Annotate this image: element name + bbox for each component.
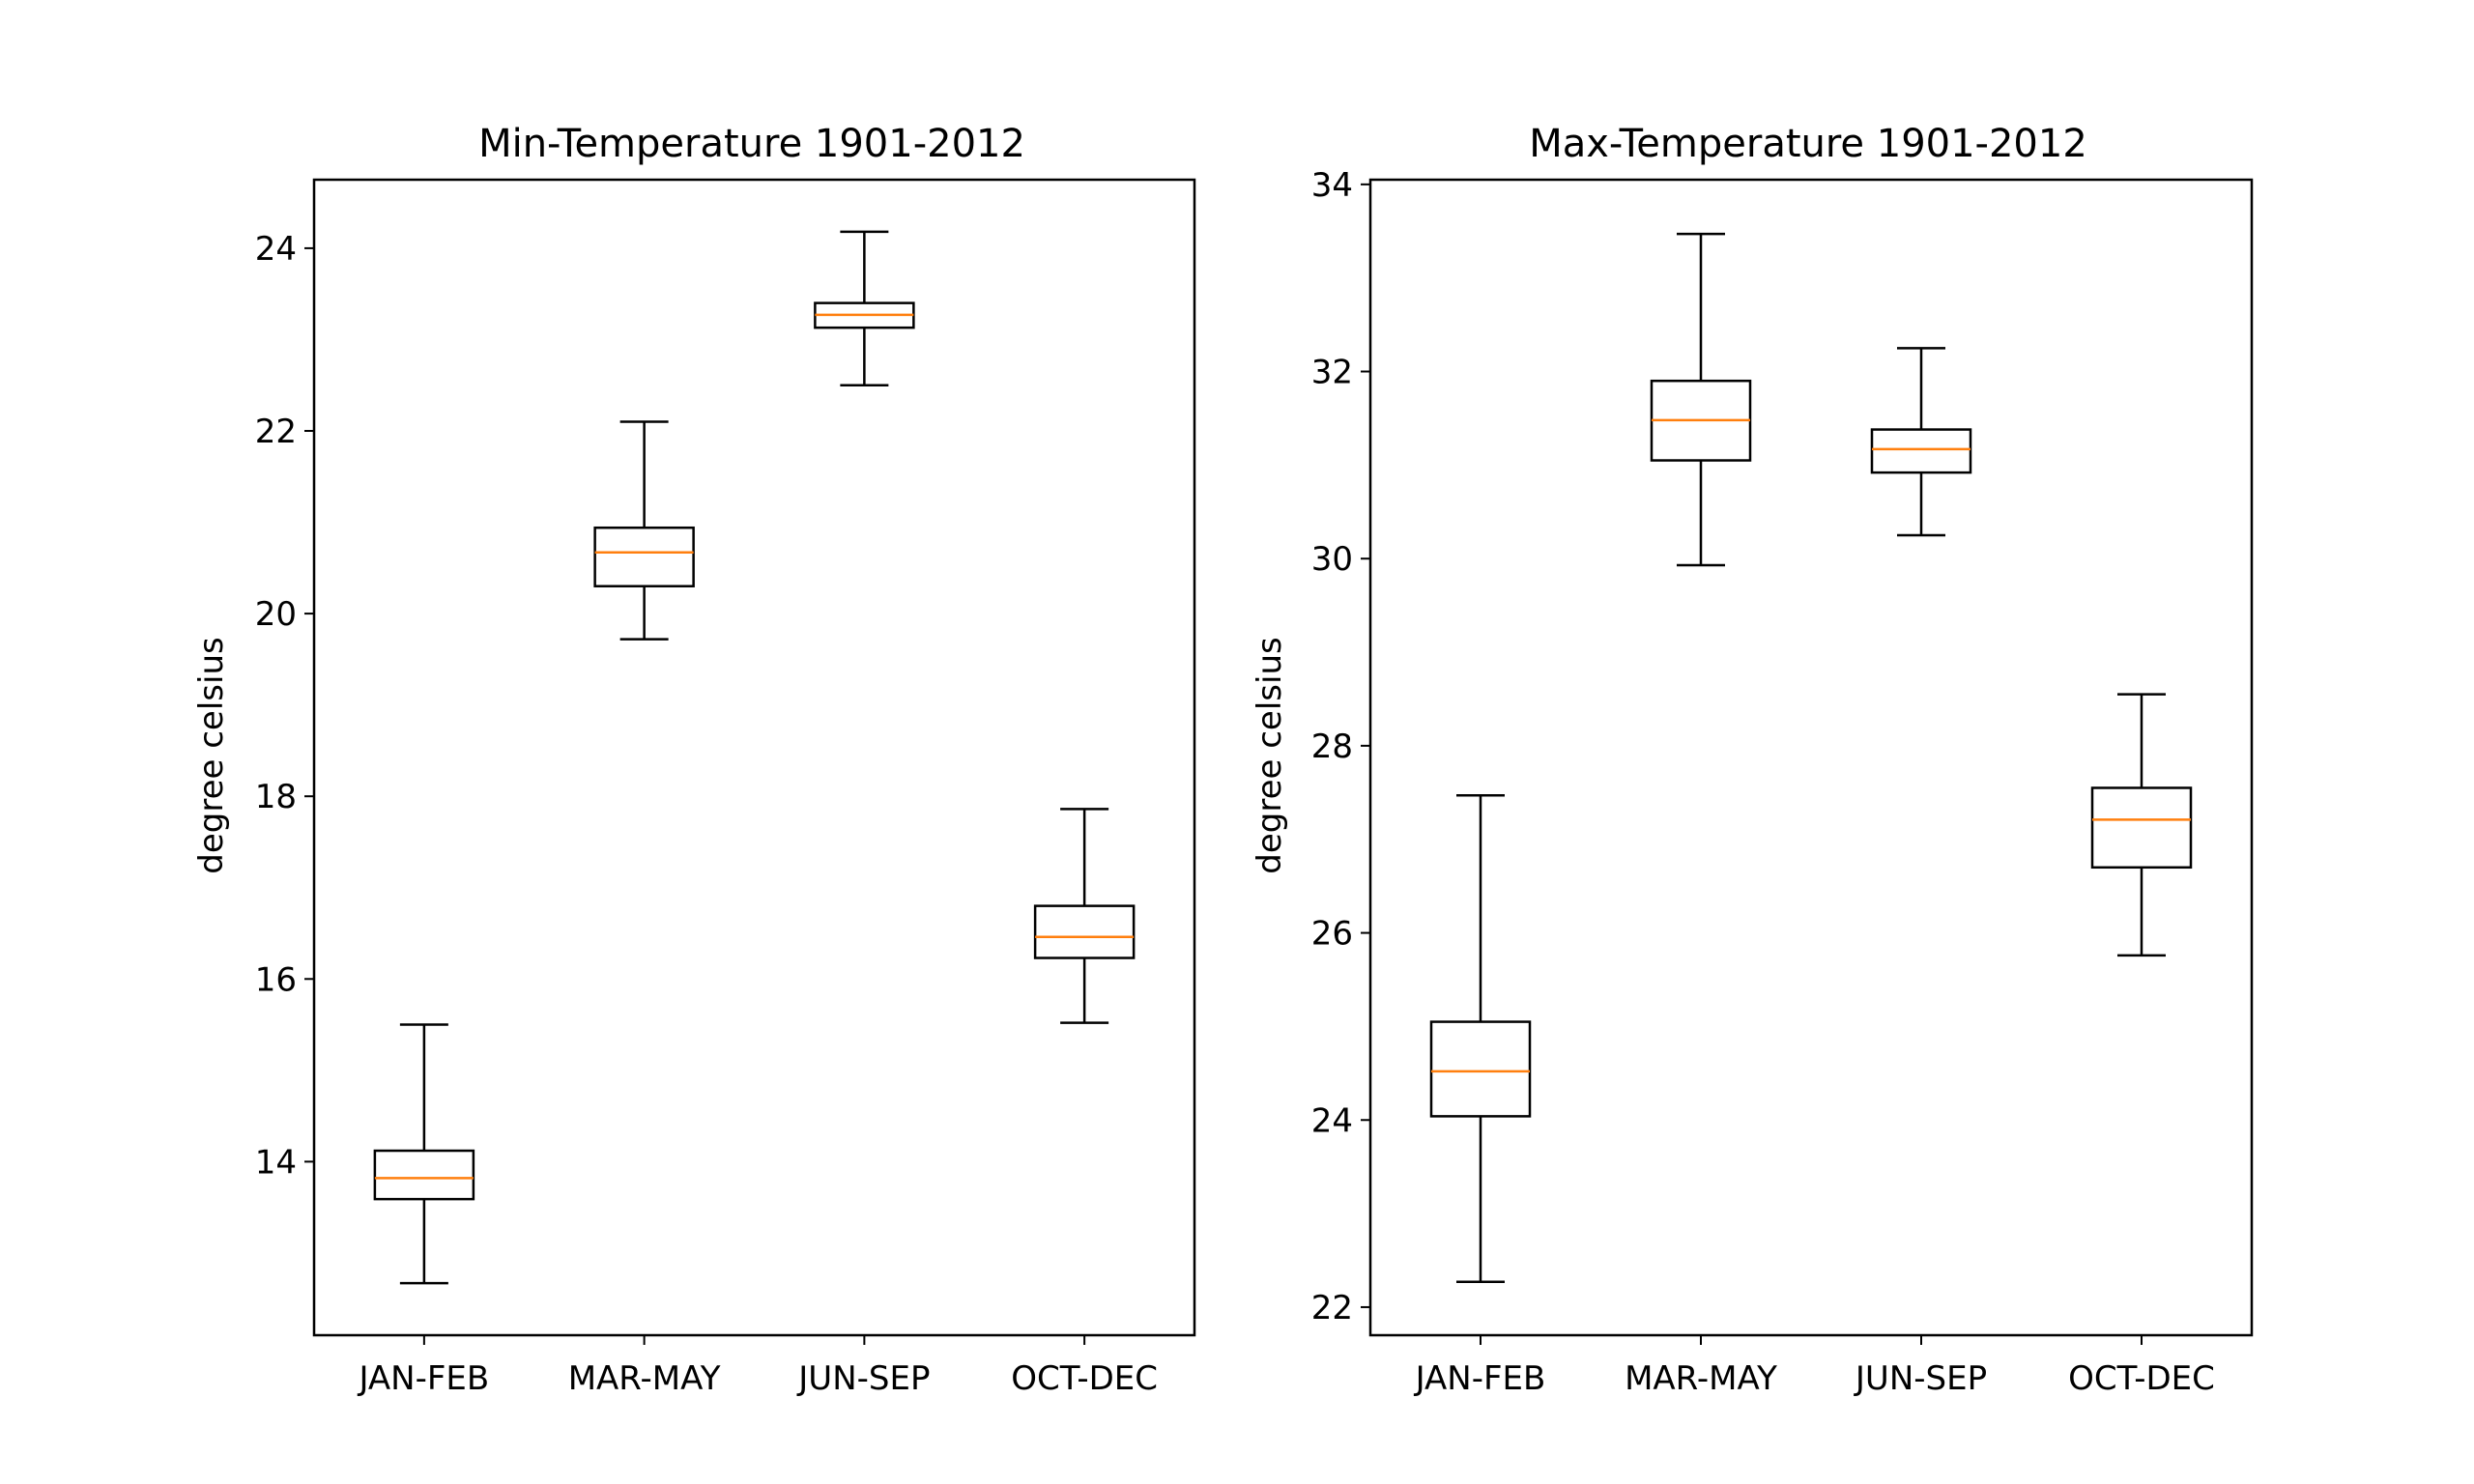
max-temperature-subplot: Max-Temperature 1901-2012 degree celsius… — [1251, 122, 2254, 1398]
max-temperature-plot-area: 22 24 26 28 30 32 34 JAN-FEB MAR-MAY JUN-SEP OCT-D… — [1311, 166, 2254, 1398]
max-temperature-x-tick-label: JUN-SEP — [1854, 1359, 1987, 1398]
interquartile-box — [1870, 428, 1972, 474]
max-temperature-y-tick-label: 24 — [1311, 1101, 1353, 1140]
max-temperature-box-3 — [2090, 693, 2193, 957]
min-temperature-x-tick-label: JUN-SEP — [796, 1359, 930, 1398]
min-temperature-box-0 — [373, 1023, 475, 1285]
min-temperature-subplot: Min-Temperature 1901-2012 degree celsius… — [192, 122, 1196, 1398]
min-temperature-axes-frame — [312, 178, 1196, 1337]
min-temperature-box-1 — [593, 420, 695, 641]
min-temperature-box-2 — [814, 230, 915, 386]
interquartile-box — [373, 1149, 475, 1201]
min-temperature-x-tick-label: OCT-DEC — [1011, 1359, 1158, 1398]
min-temperature-plot-area: 14 16 18 20 22 24 JAN-FEB MAR-MAY JUN-SEP OCT-DEC — [255, 178, 1196, 1398]
min-temperature-y-tick-label: 20 — [255, 595, 297, 634]
min-temperature-title: Min-Temperature 1901-2012 — [478, 122, 1025, 166]
max-temperature-y-tick-label: 34 — [1311, 166, 1353, 205]
min-temperature-y-tick-label: 16 — [255, 960, 297, 999]
min-temperature-y-tick-label: 18 — [255, 778, 297, 816]
interquartile-box — [1033, 904, 1136, 959]
max-temperature-axes-frame — [1368, 178, 2254, 1337]
min-temperature-y-axis-label: degree celsius — [192, 637, 231, 873]
max-temperature-y-tick-label: 30 — [1311, 540, 1353, 579]
max-temperature-x-tick-label: MAR-MAY — [1625, 1359, 1777, 1398]
max-temperature-y-axis-label: degree celsius — [1251, 637, 1289, 873]
interquartile-box — [1429, 1020, 1532, 1118]
max-temperature-box-0 — [1429, 793, 1532, 1284]
interquartile-box — [593, 526, 695, 587]
min-temperature-x-tick-label: JAN-FEB — [357, 1359, 489, 1398]
min-temperature-y-tick-label: 14 — [255, 1143, 297, 1182]
min-temperature-y-tick-label: 24 — [255, 230, 297, 269]
max-temperature-y-tick-label: 32 — [1311, 354, 1353, 392]
max-temperature-box-2 — [1870, 347, 1972, 537]
max-temperature-y-tick-label: 22 — [1311, 1289, 1353, 1327]
min-temperature-box-3 — [1033, 808, 1136, 1024]
min-temperature-x-tick-label: MAR-MAY — [568, 1359, 721, 1398]
max-temperature-x-tick-label: OCT-DEC — [2068, 1359, 2215, 1398]
max-temperature-title: Max-Temperature 1901-2012 — [1529, 122, 2087, 166]
max-temperature-y-tick-label: 26 — [1311, 915, 1353, 954]
max-temperature-x-tick-label: JAN-FEB — [1414, 1359, 1546, 1398]
max-temperature-y-tick-label: 28 — [1311, 728, 1353, 766]
interquartile-box — [2090, 786, 2193, 870]
min-temperature-y-tick-label: 22 — [255, 413, 297, 451]
max-temperature-box-1 — [1650, 232, 1752, 567]
